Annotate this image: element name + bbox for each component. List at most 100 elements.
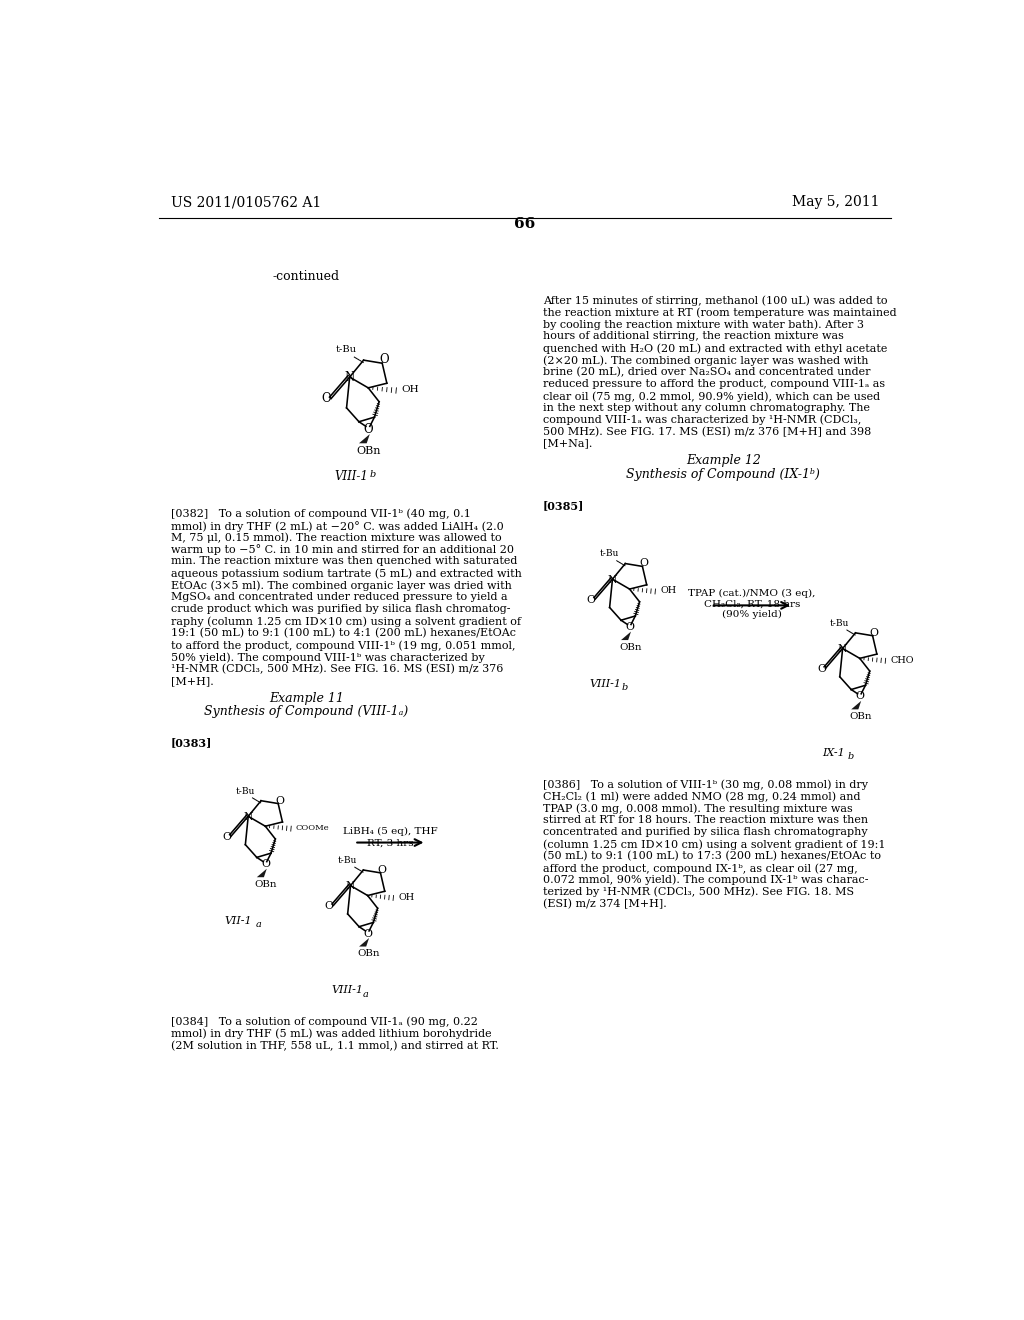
Text: terized by ¹H-NMR (CDCl₃, 500 MHz). See FIG. 18. MS: terized by ¹H-NMR (CDCl₃, 500 MHz). See …	[543, 887, 854, 898]
Text: O: O	[869, 628, 879, 638]
Text: a: a	[362, 990, 369, 998]
Text: t-Bu: t-Bu	[600, 549, 620, 558]
Text: crude product which was purified by silica flash chromatog-: crude product which was purified by sili…	[171, 605, 510, 614]
Text: mmol) in dry THF (5 mL) was added lithium borohydride: mmol) in dry THF (5 mL) was added lithiu…	[171, 1028, 492, 1039]
Text: IX-1: IX-1	[822, 748, 845, 758]
Text: O: O	[378, 865, 387, 875]
Text: t-Bu: t-Bu	[336, 346, 356, 355]
Text: EtOAc (3×5 ml). The combined organic layer was dried with: EtOAc (3×5 ml). The combined organic lay…	[171, 581, 512, 591]
Text: OBn: OBn	[255, 880, 278, 890]
Text: O: O	[222, 832, 231, 842]
Text: CH₂Cl₂ (1 ml) were added NMO (28 mg, 0.24 mmol) and: CH₂Cl₂ (1 ml) were added NMO (28 mg, 0.2…	[543, 792, 860, 803]
Text: t-Bu: t-Bu	[338, 855, 357, 865]
Text: 0.072 mmol, 90% yield). The compound IX-1ᵇ was charac-: 0.072 mmol, 90% yield). The compound IX-…	[543, 875, 868, 886]
Text: O: O	[275, 796, 285, 805]
Text: TPAP (3.0 mg, 0.008 mmol). The resulting mixture was: TPAP (3.0 mg, 0.008 mmol). The resulting…	[543, 804, 852, 814]
Text: TPAP (cat.)/NMO (3 eq),: TPAP (cat.)/NMO (3 eq),	[688, 589, 815, 598]
Text: [M+Na].: [M+Na].	[543, 438, 592, 449]
Text: May 5, 2011: May 5, 2011	[793, 195, 880, 209]
Text: N: N	[838, 644, 847, 653]
Text: 66: 66	[514, 216, 536, 231]
Text: quenched with H₂O (20 mL) and extracted with ethyl acetate: quenched with H₂O (20 mL) and extracted …	[543, 343, 887, 354]
Text: N: N	[244, 812, 253, 822]
Text: OBn: OBn	[849, 713, 871, 721]
Text: OH: OH	[401, 385, 419, 395]
Text: [M+H].: [M+H].	[171, 676, 213, 686]
Text: afford the product, compound IX-1ᵇ, as clear oil (27 mg,: afford the product, compound IX-1ᵇ, as c…	[543, 863, 857, 874]
Text: mmol) in dry THF (2 mL) at −20° C. was added LiAlH₄ (2.0: mmol) in dry THF (2 mL) at −20° C. was a…	[171, 520, 504, 532]
Text: compound VIII-1ₐ was characterized by ¹H-NMR (CDCl₃,: compound VIII-1ₐ was characterized by ¹H…	[543, 414, 861, 425]
Text: raphy (column 1.25 cm ID×10 cm) using a solvent gradient of: raphy (column 1.25 cm ID×10 cm) using a …	[171, 616, 520, 627]
Text: -continued: -continued	[272, 271, 340, 282]
Text: OBn: OBn	[357, 949, 380, 958]
Text: O: O	[364, 928, 373, 939]
Text: ¹H-NMR (CDCl₃, 500 MHz). See FIG. 16. MS (ESI) m/z 376: ¹H-NMR (CDCl₃, 500 MHz). See FIG. 16. MS…	[171, 664, 503, 675]
Text: O: O	[325, 902, 334, 911]
Text: OH: OH	[660, 586, 677, 595]
Text: (2×20 mL). The combined organic layer was washed with: (2×20 mL). The combined organic layer wa…	[543, 355, 868, 366]
Text: O: O	[855, 692, 864, 701]
Text: LiBH₄ (5 eq), THF: LiBH₄ (5 eq), THF	[343, 826, 437, 836]
Text: the reaction mixture at RT (room temperature was maintained: the reaction mixture at RT (room tempera…	[543, 308, 896, 318]
Text: VIII-1: VIII-1	[331, 986, 364, 995]
Text: O: O	[379, 354, 389, 366]
Text: US 2011/0105762 A1: US 2011/0105762 A1	[171, 195, 321, 209]
Text: OBn: OBn	[618, 643, 641, 652]
Text: M, 75 μl, 0.15 mmol). The reaction mixture was allowed to: M, 75 μl, 0.15 mmol). The reaction mixtu…	[171, 533, 502, 544]
Text: brine (20 mL), dried over Na₂SO₄ and concentrated under: brine (20 mL), dried over Na₂SO₄ and con…	[543, 367, 870, 378]
Polygon shape	[257, 869, 267, 878]
Text: O: O	[364, 422, 373, 436]
Text: 500 MHz). See FIG. 17. MS (ESI) m/z 376 [M+H] and 398: 500 MHz). See FIG. 17. MS (ESI) m/z 376 …	[543, 426, 870, 437]
Text: [0383]: [0383]	[171, 737, 212, 748]
Text: N: N	[607, 574, 617, 585]
Text: min. The reaction mixture was then quenched with saturated: min. The reaction mixture was then quenc…	[171, 557, 517, 566]
Text: (90% yield): (90% yield)	[722, 610, 781, 619]
Text: O: O	[640, 558, 648, 569]
Text: 19:1 (50 mL) to 9:1 (100 mL) to 4:1 (200 mL) hexanes/EtOAc: 19:1 (50 mL) to 9:1 (100 mL) to 4:1 (200…	[171, 628, 516, 639]
Text: RT, 3 hrs: RT, 3 hrs	[367, 838, 414, 847]
Text: reduced pressure to afford the product, compound VIII-1ₐ as: reduced pressure to afford the product, …	[543, 379, 885, 389]
Text: MgSO₄ and concentrated under reduced pressure to yield a: MgSO₄ and concentrated under reduced pre…	[171, 593, 507, 602]
Text: [0382]   To a solution of compound VII-1ᵇ (40 mg, 0.1: [0382] To a solution of compound VII-1ᵇ …	[171, 508, 470, 519]
Text: by cooling the reaction mixture with water bath). After 3: by cooling the reaction mixture with wat…	[543, 319, 863, 330]
Text: a: a	[256, 920, 262, 929]
Text: b: b	[847, 752, 853, 762]
Text: 50% yield). The compound VIII-1ᵇ was characterized by: 50% yield). The compound VIII-1ᵇ was cha…	[171, 652, 484, 663]
Text: VIII-1: VIII-1	[334, 470, 368, 483]
Text: N: N	[344, 371, 354, 384]
Text: CH₂Cl₂, RT, 18 hrs: CH₂Cl₂, RT, 18 hrs	[703, 599, 800, 609]
Text: t-Bu: t-Bu	[236, 787, 255, 796]
Text: CHO: CHO	[891, 656, 913, 664]
Polygon shape	[359, 939, 369, 946]
Text: OBn: OBn	[356, 446, 381, 457]
Text: aqueous potassium sodium tartrate (5 mL) and extracted with: aqueous potassium sodium tartrate (5 mL)…	[171, 569, 521, 579]
Text: O: O	[322, 392, 332, 405]
Text: to afford the product, compound VIII-1ᵇ (19 mg, 0.051 mmol,: to afford the product, compound VIII-1ᵇ …	[171, 640, 515, 651]
Text: O: O	[587, 594, 596, 605]
Text: O: O	[817, 664, 826, 673]
Text: Synthesis of Compound (IX-1ᵇ): Synthesis of Compound (IX-1ᵇ)	[627, 469, 820, 482]
Text: warm up to −5° C. in 10 min and stirred for an additional 20: warm up to −5° C. in 10 min and stirred …	[171, 545, 514, 556]
Text: COOMe: COOMe	[296, 825, 330, 833]
Text: [0385]: [0385]	[543, 500, 584, 511]
Text: O: O	[626, 622, 634, 632]
Text: Example 12: Example 12	[686, 454, 761, 467]
Text: stirred at RT for 18 hours. The reaction mixture was then: stirred at RT for 18 hours. The reaction…	[543, 816, 867, 825]
Text: After 15 minutes of stirring, methanol (100 uL) was added to: After 15 minutes of stirring, methanol (…	[543, 296, 887, 306]
Text: (column 1.25 cm ID×10 cm) using a solvent gradient of 19:1: (column 1.25 cm ID×10 cm) using a solven…	[543, 840, 885, 850]
Text: (ESI) m/z 374 [M+H].: (ESI) m/z 374 [M+H].	[543, 899, 667, 909]
Text: t-Bu: t-Bu	[829, 619, 849, 628]
Text: (2M solution in THF, 558 uL, 1.1 mmol,) and stirred at RT.: (2M solution in THF, 558 uL, 1.1 mmol,) …	[171, 1040, 499, 1051]
Text: O: O	[261, 859, 270, 870]
Text: [0386]   To a solution of VIII-1ᵇ (30 mg, 0.08 mmol) in dry: [0386] To a solution of VIII-1ᵇ (30 mg, …	[543, 779, 867, 789]
Polygon shape	[851, 701, 861, 709]
Text: N: N	[345, 882, 355, 891]
Polygon shape	[621, 631, 631, 640]
Text: VII-1: VII-1	[225, 916, 253, 927]
Text: b: b	[622, 682, 628, 692]
Text: concentrated and purified by silica flash chromatography: concentrated and purified by silica flas…	[543, 828, 867, 837]
Text: b: b	[370, 470, 376, 479]
Text: in the next step without any column chromatography. The: in the next step without any column chro…	[543, 403, 869, 413]
Text: clear oil (75 mg, 0.2 mmol, 90.9% yield), which can be used: clear oil (75 mg, 0.2 mmol, 90.9% yield)…	[543, 391, 880, 401]
Polygon shape	[359, 434, 370, 444]
